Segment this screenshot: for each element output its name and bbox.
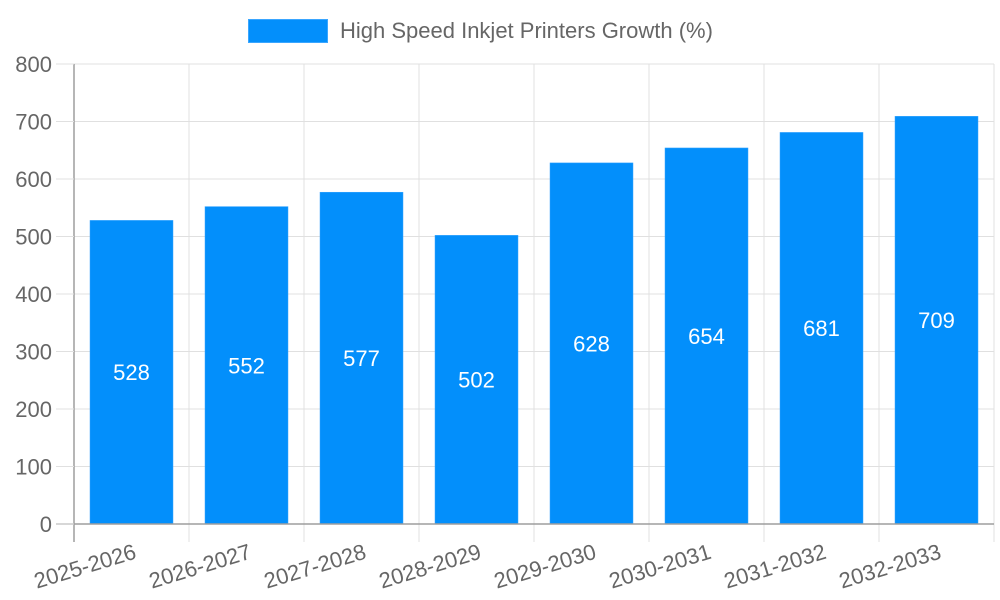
y-tick-label: 500 — [15, 225, 52, 250]
chart-legend[interactable]: High Speed Inkjet Printers Growth (%) — [248, 18, 713, 44]
x-tick-label: 2030-2031 — [606, 539, 714, 594]
data-label: 709 — [918, 308, 955, 333]
x-tick-label: 2031-2032 — [721, 539, 829, 594]
axes — [56, 64, 994, 542]
bar — [434, 235, 519, 525]
data-label: 577 — [343, 346, 380, 371]
y-tick-label: 300 — [15, 340, 52, 365]
bar-series — [89, 116, 979, 525]
x-tick-label: 2032-2033 — [836, 539, 944, 594]
bar — [779, 132, 864, 525]
data-label: 502 — [458, 368, 495, 393]
x-axis-ticks: 2025-2026 2026-2027 2027-2028 2028-2029 2029… — [31, 539, 944, 594]
bar — [894, 116, 979, 525]
y-tick-label: 700 — [15, 110, 52, 135]
x-tick-label: 2026-2027 — [146, 539, 254, 594]
x-tick-label: 2025-2026 — [31, 539, 139, 594]
x-tick-label: 2028-2029 — [376, 539, 484, 594]
x-tick-label: 2029-2030 — [491, 539, 599, 594]
x-tick-label: 2027-2028 — [261, 539, 369, 594]
bar — [664, 147, 749, 525]
data-label: 552 — [228, 353, 265, 378]
bar — [204, 206, 289, 525]
bar — [549, 162, 634, 525]
y-tick-label: 600 — [15, 167, 52, 192]
y-axis-ticks: 0 100 200 300 400 500 600 700 800 — [15, 52, 74, 537]
bar — [319, 191, 404, 525]
legend-swatch — [248, 19, 328, 43]
data-label: 628 — [573, 331, 610, 356]
y-tick-label: 800 — [15, 52, 52, 77]
data-label: 681 — [803, 316, 840, 341]
bar — [89, 220, 174, 525]
y-tick-label: 200 — [15, 397, 52, 422]
y-tick-label: 100 — [15, 455, 52, 480]
data-label: 654 — [688, 324, 725, 349]
data-labels: 528 552 577 502 628 654 681 709 — [113, 308, 955, 393]
data-label: 528 — [113, 360, 150, 385]
y-tick-label: 0 — [40, 512, 52, 537]
y-tick-label: 400 — [15, 282, 52, 307]
legend-label: High Speed Inkjet Printers Growth (%) — [340, 18, 713, 43]
